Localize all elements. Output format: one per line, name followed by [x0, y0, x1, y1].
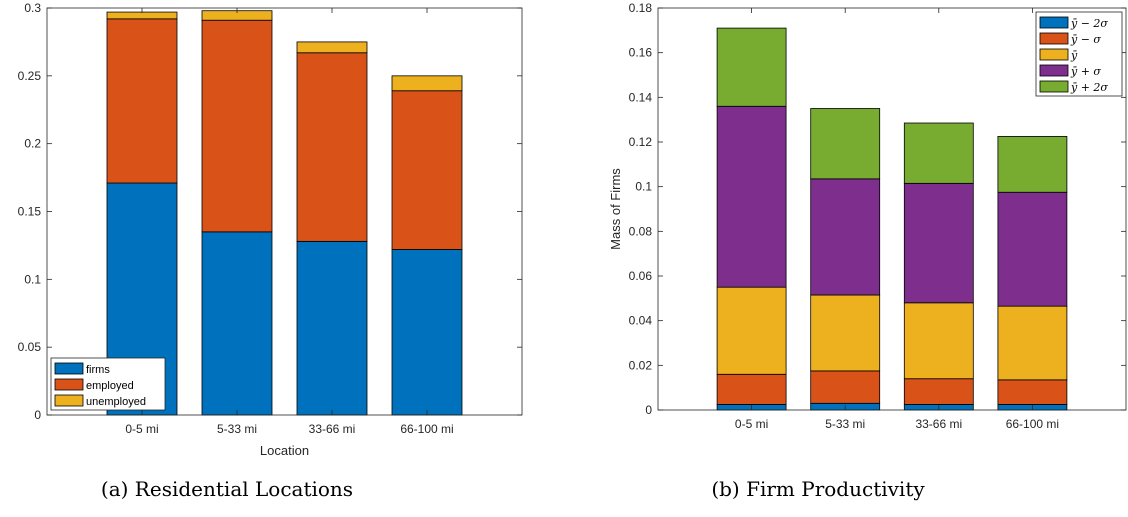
y-axis-label: Mass of Firms: [608, 168, 623, 250]
caption-residential-locations: (a) Residential Locations: [101, 477, 353, 501]
bar-5-33-mi-series-3: [810, 178, 881, 296]
ytick-label: 0: [34, 408, 41, 422]
legend: ȳ − 2σ ȳ − σ ȳ ȳ + σ ȳ + 2σ: [1035, 11, 1123, 97]
bar-0-5-mi-series-2: [716, 286, 787, 375]
bar-0-5-mi-series-2: [106, 11, 178, 20]
bar-5-33-mi-series-2: [810, 294, 881, 372]
legend-label-2: unemployed: [86, 396, 146, 408]
legend-swatch-3: [1039, 64, 1069, 77]
bar-0-5-mi-series-3: [716, 105, 787, 288]
legend-label-3: ȳ + σ: [1070, 65, 1101, 78]
bar-0-5-mi-series-1: [716, 373, 787, 405]
bar-66-100-mi-series-3: [997, 191, 1068, 307]
bar-66-100-mi-series-2: [391, 75, 463, 92]
bar-66-100-mi-series-4: [997, 136, 1068, 193]
xtick-label-33-66-mi: 33-66 mi: [309, 422, 356, 436]
chart-firm-productivity: 0 0.02 0.04 0.06 0.08 0.1 0.12 0.14 0.16 0.18 0-5 …: [608, 1, 1127, 431]
bar-33-66-mi-series-2: [296, 41, 368, 54]
bar-33-66-mi-series-0: [296, 240, 368, 416]
xtick-label-66-100-mi: 66-100 mi: [400, 422, 453, 436]
ytick-label: 0.18: [629, 1, 653, 15]
bar-33-66-mi-series-3: [903, 182, 974, 304]
ytick-label: 0.14: [629, 90, 653, 104]
xtick-label-5-33-mi: 5-33 mi: [825, 417, 865, 431]
xtick-label-0-5-mi: 0-5 mi: [735, 417, 768, 431]
xtick-label-66-100-mi: 66-100 mi: [1006, 417, 1059, 431]
x-axis-label: Location: [260, 443, 309, 458]
bar-66-100-mi-series-1: [997, 379, 1068, 405]
bar-66-100-mi-series-0: [391, 249, 463, 416]
ytick-label: 0.25: [18, 69, 42, 83]
bar-33-66-mi-series-4: [903, 122, 974, 184]
axes-box: [657, 7, 1127, 411]
bar-66-100-mi-series-2: [997, 305, 1068, 381]
ytick-label: 0.04: [629, 314, 653, 328]
xtick-label-0-5-mi: 0-5 mi: [125, 422, 158, 436]
bar-33-66-mi-series-1: [296, 52, 368, 242]
bar-5-33-mi-series-1: [201, 19, 273, 233]
legend-swatch-0: [54, 362, 84, 375]
ytick-label: 0.1: [635, 180, 652, 194]
bar-33-66-mi-series-1: [903, 378, 974, 405]
caption-firm-productivity: (b) Firm Productivity: [711, 477, 925, 501]
bar-5-33-mi-series-4: [810, 108, 881, 180]
bar-33-66-mi-series-2: [903, 302, 974, 380]
ytick-label: 0.1: [24, 272, 41, 286]
legend-label-2: ȳ: [1070, 49, 1078, 62]
ytick-label: 0.12: [629, 135, 653, 149]
ytick-label: 0: [645, 403, 652, 417]
ytick-label: 0.08: [629, 224, 653, 238]
legend-swatch-4: [1039, 80, 1069, 93]
legend-swatch-2: [1039, 48, 1069, 61]
legend-label-1: ȳ − σ: [1070, 33, 1101, 46]
bar-0-5-mi-series-4: [716, 27, 787, 107]
bar-5-33-mi-series-0: [201, 231, 273, 416]
legend-label-0: firms: [86, 364, 110, 376]
legend-label-0: ȳ − 2σ: [1070, 17, 1108, 30]
ytick-label: 0.3: [24, 1, 41, 15]
ytick-label: 0.06: [629, 269, 653, 283]
ytick-label: 0.15: [18, 205, 42, 219]
ytick-label: 0.05: [18, 340, 42, 354]
ytick-label: 0.2: [24, 137, 41, 151]
legend-swatch-0: [1039, 16, 1069, 29]
xtick-label-5-33-mi: 5-33 mi: [217, 422, 257, 436]
bar-5-33-mi-series-1: [810, 370, 881, 404]
chart-residential-locations: 0 0.05 0.1 0.15 0.2 0.25 0.3 0-5 mi 5-33 mi 33-66…: [18, 1, 523, 458]
bar-66-100-mi-series-1: [391, 90, 463, 250]
legend-swatch-1: [54, 378, 84, 391]
ytick-label: 0.02: [629, 358, 653, 372]
xtick-label-33-66-mi: 33-66 mi: [915, 417, 962, 431]
legend-swatch-2: [54, 394, 84, 407]
legend-swatch-1: [1039, 32, 1069, 45]
bar-0-5-mi-series-1: [106, 18, 178, 184]
legend-label-1: employed: [86, 380, 134, 392]
ytick-label: 0.16: [629, 46, 653, 60]
legend-label-4: ȳ + 2σ: [1070, 81, 1108, 94]
legend: firms employed unemployed: [50, 357, 166, 411]
